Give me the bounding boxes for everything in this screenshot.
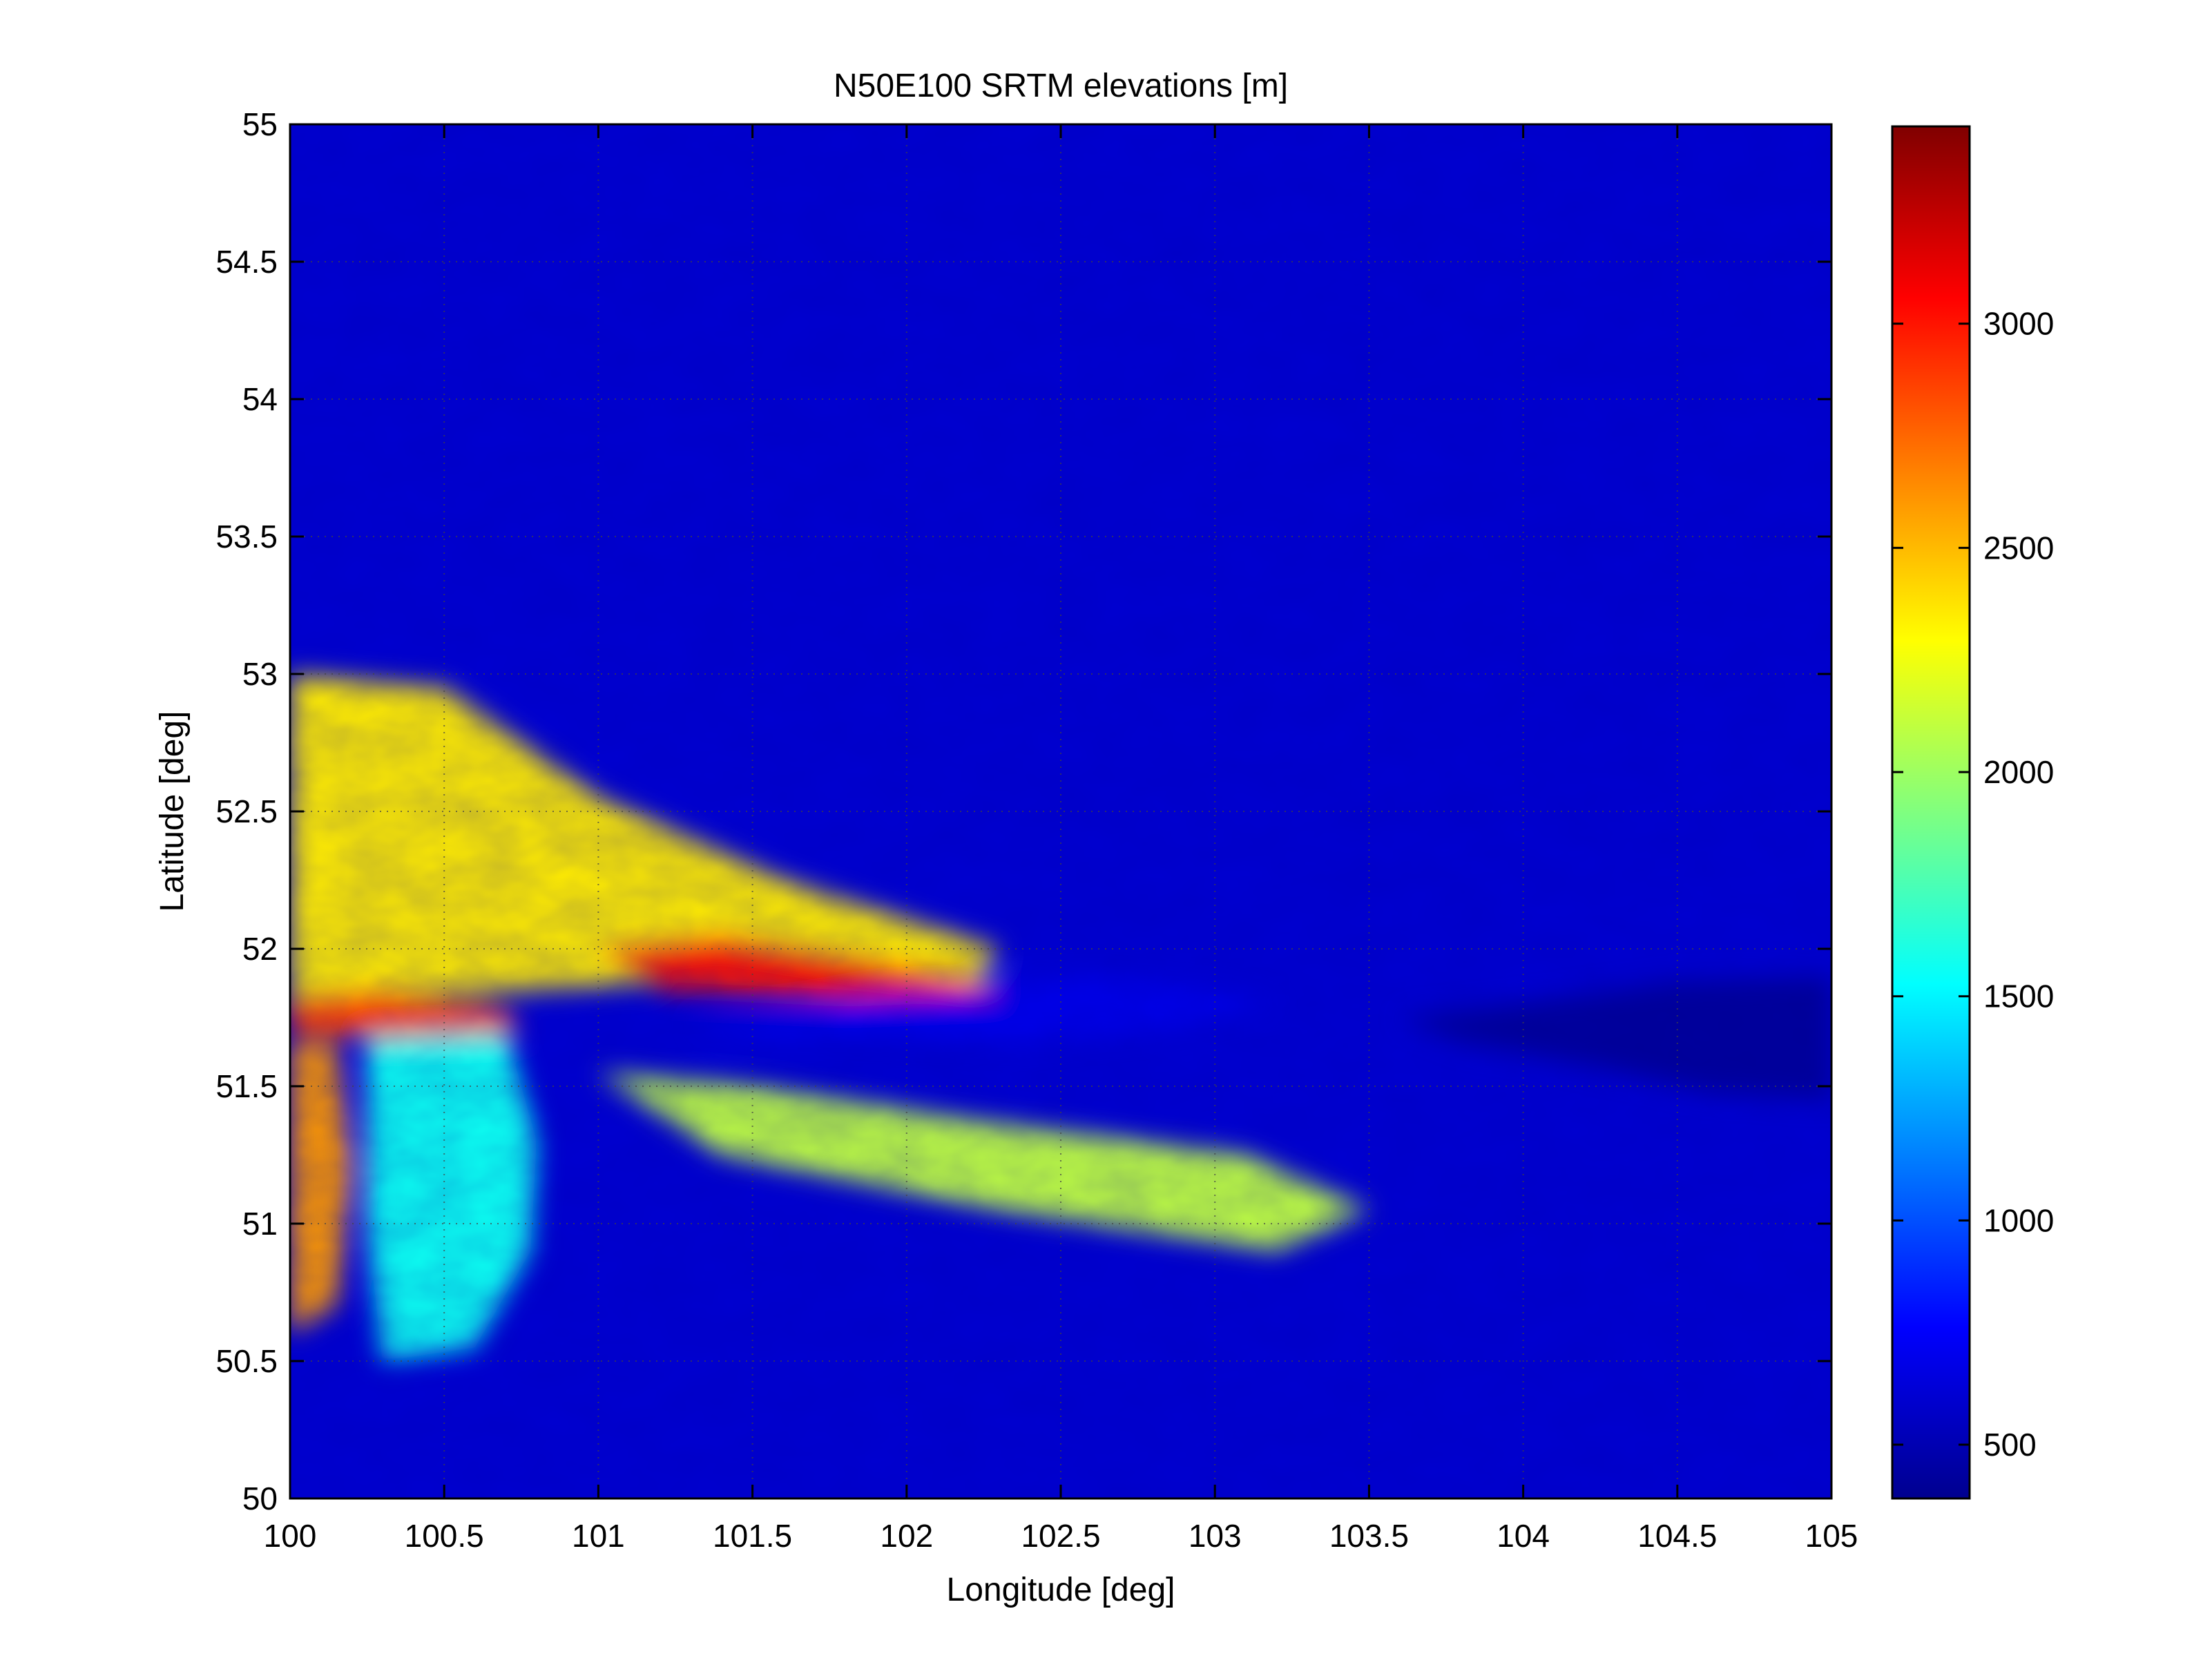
colorbar-tick-label: 1000 xyxy=(1983,1202,2054,1238)
plot-area xyxy=(290,124,1831,1498)
x-tick-label: 100.5 xyxy=(405,1518,484,1554)
x-tick-label: 102.5 xyxy=(1021,1518,1100,1554)
colorbar-tick-label: 2500 xyxy=(1983,530,2054,566)
colorbar-fill xyxy=(1891,125,1971,1500)
colorbar-tick-label: 1500 xyxy=(1983,979,2054,1014)
colorbar-tick-label: 2000 xyxy=(1983,754,2054,790)
y-tick-label: 50.5 xyxy=(215,1343,278,1379)
y-tick-label: 54 xyxy=(242,381,278,417)
colorbar-tick-label: 3000 xyxy=(1983,306,2054,342)
y-tick-label: 53.5 xyxy=(215,519,278,555)
x-axis-label: Longitude [deg] xyxy=(947,1572,1175,1608)
y-axis-label: Latitude [deg] xyxy=(154,711,191,912)
y-ticks: 50 50.5 51 51.5 52 52.5 53 53.5 54 54.5 55 xyxy=(215,106,1831,1516)
grid-lines xyxy=(290,124,1831,1498)
x-tick-label: 104.5 xyxy=(1637,1518,1717,1554)
y-tick-label: 54.5 xyxy=(215,244,278,280)
x-tick-label: 100 xyxy=(264,1518,317,1554)
y-tick-label: 51 xyxy=(242,1206,278,1242)
x-tick-label: 101 xyxy=(572,1518,625,1554)
colorbar-ticks: 500 1000 1500 2000 2500 3000 xyxy=(1892,306,2054,1463)
y-tick-label: 51.5 xyxy=(215,1068,278,1104)
chart-title: N50E100 SRTM elevations [m] xyxy=(834,68,1288,104)
y-tick-label: 55 xyxy=(242,106,278,142)
x-tick-label: 104 xyxy=(1497,1518,1550,1554)
x-ticks: 100 100.5 101 101.5 102 102.5 103 103.5 104 104.5… xyxy=(264,124,1858,1554)
x-tick-label: 102 xyxy=(880,1518,933,1554)
x-tick-label: 101.5 xyxy=(713,1518,792,1554)
x-tick-label: 105 xyxy=(1805,1518,1858,1554)
colorbar-tick-label: 500 xyxy=(1983,1427,2037,1463)
y-tick-label: 53 xyxy=(242,656,278,692)
y-tick-label: 52 xyxy=(242,931,278,967)
y-tick-label: 52.5 xyxy=(215,793,278,829)
x-tick-label: 103 xyxy=(1189,1518,1242,1554)
y-tick-label: 50 xyxy=(242,1481,278,1516)
colorbar: 500 1000 1500 2000 2500 3000 xyxy=(1891,125,2054,1500)
x-tick-label: 103.5 xyxy=(1329,1518,1409,1554)
